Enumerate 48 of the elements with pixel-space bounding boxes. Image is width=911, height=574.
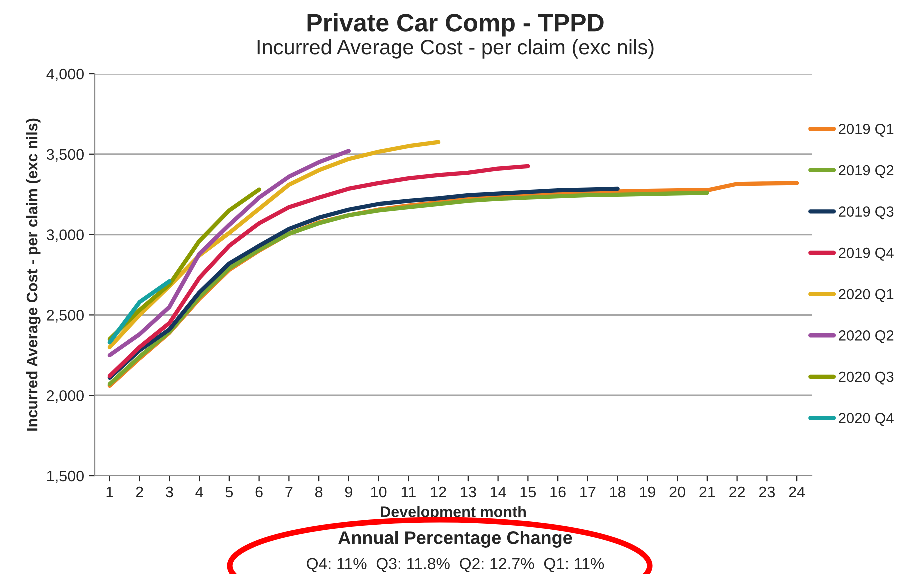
legend-label: 2020 Q4 [839, 413, 894, 426]
legend-label: 2020 Q2 [839, 330, 894, 344]
line-series [108, 190, 710, 386]
x-tick-label: 21 [700, 486, 716, 498]
x-tick-label: 23 [759, 486, 776, 498]
chart-title: Private Car Comp - TPPD [308, 13, 604, 37]
legend-label: 2019 Q1 [839, 124, 894, 137]
x-axis-title: Development month [381, 506, 526, 520]
x-tick-label: 8 [315, 486, 323, 498]
y-tick-label: 2,000 [47, 390, 84, 404]
x-tick-label: 15 [520, 486, 536, 498]
x-tick-label: 20 [670, 486, 686, 498]
text: Annual Percentage Change [338, 531, 572, 548]
x-tick-label: 4 [196, 486, 204, 498]
x-tick-label: 17 [580, 486, 596, 498]
x-tick-label: 18 [610, 486, 626, 498]
x-tick-label: 24 [789, 486, 806, 498]
x-tick-label: 7 [286, 486, 293, 498]
x-tick-label: 14 [490, 486, 506, 498]
line-series [108, 149, 352, 358]
x-tick-label: 9 [345, 486, 352, 498]
y-tick-label: 2,500 [47, 310, 84, 323]
x-tick-label: 6 [256, 486, 263, 498]
y-tick-label: 3,500 [46, 149, 84, 162]
line-series [108, 164, 530, 378]
y-axis-title: Incurred Average Cost - per claim (exc nils) [26, 118, 41, 431]
x-tick-label: 2 [136, 486, 144, 498]
x-tick-label: 5 [226, 486, 234, 498]
legend-label: 2020 Q1 [839, 289, 894, 302]
x-tick-label: 10 [371, 486, 387, 498]
x-tick-label: 16 [550, 486, 566, 498]
x-tick-label: 19 [640, 486, 656, 498]
text: Q4: 11% Q3: 11.8% Q2: 12.7% Q1: 11% [307, 558, 604, 572]
x-tick-label: 3 [166, 486, 174, 498]
y-tick-label: 1,500 [48, 470, 84, 484]
line-series [108, 186, 620, 380]
x-tick-label: 22 [730, 486, 746, 498]
chart-subtitle: Incurred Average Cost - per claim (exc nils) [258, 39, 654, 59]
legend-label: 2019 Q2 [839, 165, 894, 178]
x-tick-label: 12 [431, 486, 446, 498]
y-tick-label: 3,000 [46, 230, 84, 242]
legend-label: 2019 Q3 [839, 206, 894, 220]
x-tick-label: 13 [461, 486, 476, 498]
y-tick-label: 4,000 [46, 68, 84, 82]
x-tick-label: 11 [402, 486, 416, 498]
legend-label: 2019 Q4 [839, 248, 894, 261]
x-tick-label: 1 [106, 486, 114, 498]
legend-label: 2020 Q3 [839, 372, 894, 385]
